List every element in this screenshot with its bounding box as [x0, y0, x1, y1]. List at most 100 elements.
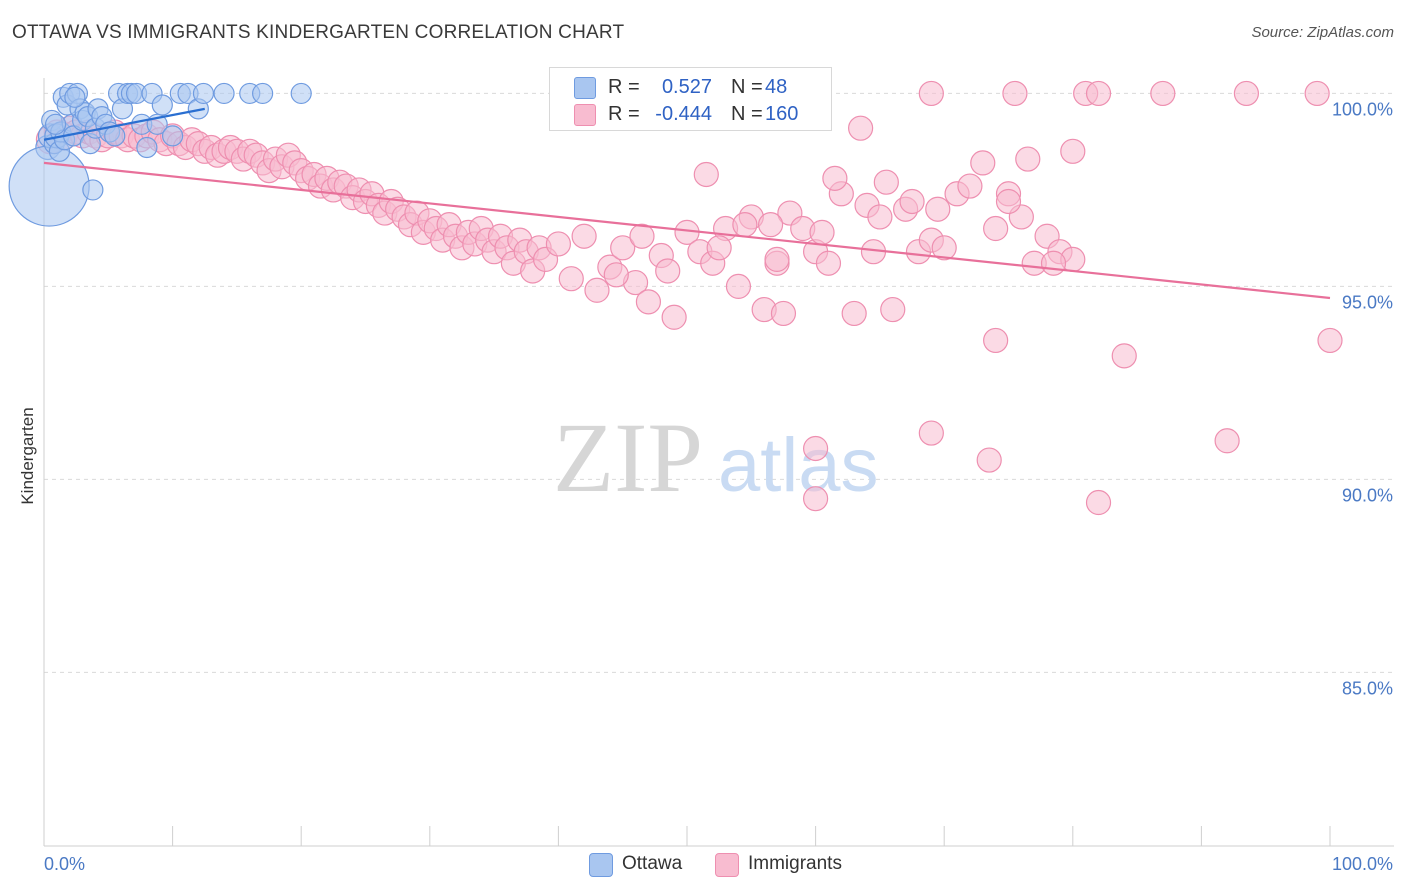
x-tick-label-max: 100.0%	[1332, 854, 1393, 874]
y-tick-label: 85.0%	[1342, 678, 1393, 698]
data-point	[1040, 250, 1067, 276]
immigrants-trend-line	[43, 161, 1331, 300]
data-point	[252, 82, 274, 105]
ottawa-series	[8, 82, 312, 227]
data-point	[706, 235, 732, 261]
data-point	[8, 145, 90, 227]
data-point	[809, 219, 835, 245]
legend-n-label: N =	[731, 103, 763, 125]
data-point	[151, 94, 173, 116]
ottawa-swatch	[589, 853, 613, 877]
data-point	[725, 273, 752, 300]
data-point	[931, 235, 957, 261]
data-point	[136, 136, 158, 159]
bottom-legend-immigrants-label: Immigrants	[748, 853, 842, 874]
legend-n-value: 48	[765, 76, 788, 98]
watermark-atlas: atlas	[718, 423, 879, 508]
y-tick-label: 95.0%	[1342, 292, 1393, 312]
y-tick-labels: 85.0% 90.0% 95.0% 100.0%	[1332, 99, 1393, 698]
data-point	[1060, 138, 1086, 164]
data-point	[976, 447, 1002, 473]
data-point	[880, 296, 906, 323]
data-point	[192, 82, 215, 105]
x-ticks	[43, 826, 1331, 846]
data-point	[815, 250, 842, 276]
trend-lines	[43, 107, 1331, 300]
data-point	[104, 125, 126, 147]
chart-title: OTTAWA VS IMMIGRANTS KINDERGARTEN CORREL…	[12, 22, 625, 43]
data-point	[1111, 343, 1137, 369]
watermark: ZIP atlas	[553, 402, 879, 513]
data-point	[1085, 489, 1112, 516]
legend-n-label: N =	[731, 76, 763, 98]
data-point	[82, 179, 104, 201]
data-point	[558, 266, 584, 292]
legend-n-value: 160	[765, 103, 799, 125]
data-point	[1317, 327, 1343, 354]
data-point	[1085, 80, 1112, 107]
data-point	[1233, 80, 1260, 107]
legend-row-immigrants: R = -0.444 N = 160	[550, 101, 831, 127]
x-tick-label-min: 0.0%	[44, 854, 85, 874]
data-point	[732, 212, 758, 238]
data-point	[867, 204, 893, 230]
data-point	[873, 169, 899, 195]
immigrants-swatch	[715, 853, 739, 877]
legend-r-value: 0.527	[661, 76, 712, 98]
y-axis-label: Kindergarten	[18, 407, 37, 504]
legend-row-ottawa: R = 0.527 N = 48	[550, 74, 831, 100]
data-point	[290, 82, 312, 105]
bottom-legend: Ottawa Immigrants	[0, 852, 1406, 878]
data-point	[764, 246, 790, 272]
source-label: Source: ZipAtlas.com	[1251, 24, 1394, 41]
data-point	[957, 173, 983, 199]
data-point	[655, 258, 681, 284]
y-tick-label: 90.0%	[1342, 485, 1393, 505]
watermark-zip: ZIP	[553, 402, 703, 513]
data-point	[1002, 80, 1028, 107]
legend: R = 0.527 N = 48 R = -0.444 N = 160	[549, 67, 832, 131]
data-point	[603, 262, 629, 288]
data-point	[635, 289, 662, 315]
data-point	[802, 435, 829, 462]
data-point	[925, 196, 951, 222]
data-point	[1214, 428, 1240, 454]
data-point	[970, 150, 996, 176]
y-tick-label: 100.0%	[1332, 99, 1393, 119]
data-point	[770, 300, 797, 327]
data-point	[848, 115, 874, 141]
data-point	[995, 188, 1022, 215]
data-point	[1304, 80, 1330, 107]
data-point	[918, 420, 944, 446]
data-point	[983, 215, 1009, 242]
bottom-legend-ottawa-label: Ottawa	[622, 853, 683, 874]
data-point	[983, 327, 1009, 354]
immigrants-swatch	[574, 104, 596, 126]
data-point	[757, 212, 784, 238]
data-point	[64, 86, 86, 108]
data-point	[918, 80, 944, 107]
data-point	[841, 300, 867, 327]
ottawa-swatch	[574, 77, 596, 99]
data-point	[1150, 80, 1176, 107]
data-point	[802, 486, 829, 512]
data-point	[610, 235, 636, 261]
data-point	[213, 82, 235, 105]
data-point	[899, 188, 925, 215]
data-point	[44, 113, 67, 135]
data-point	[162, 125, 184, 147]
data-point	[545, 231, 572, 257]
legend-r-value: -0.444	[655, 103, 712, 125]
data-point	[584, 277, 610, 303]
data-point	[1015, 146, 1041, 172]
data-point	[661, 304, 687, 330]
ottawa-trend-line	[43, 107, 205, 141]
data-point	[693, 161, 719, 188]
grid	[44, 92, 1394, 673]
data-point	[629, 223, 655, 249]
legend-r-label: R =	[608, 76, 640, 98]
data-point	[822, 165, 848, 191]
legend-r-label: R =	[608, 103, 640, 125]
data-point	[571, 223, 597, 249]
